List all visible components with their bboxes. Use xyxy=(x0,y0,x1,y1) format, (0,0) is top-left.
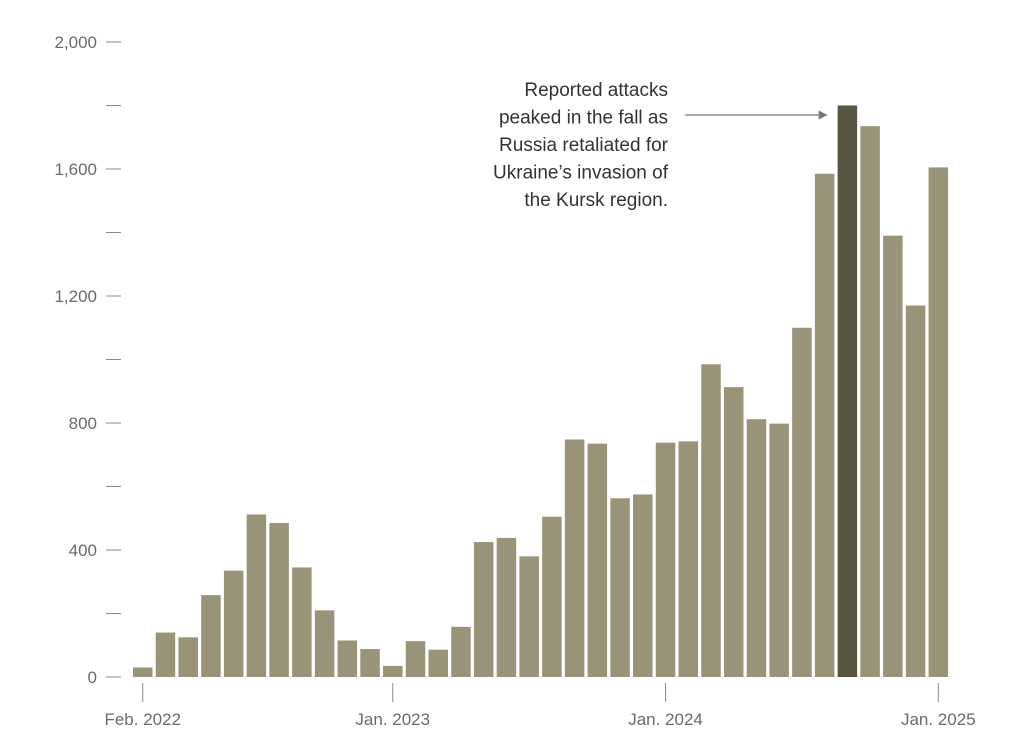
bar xyxy=(337,640,358,677)
bar xyxy=(542,516,562,677)
y-tick-label: 800 xyxy=(69,414,97,433)
bar xyxy=(883,235,903,677)
bar xyxy=(133,667,153,677)
annotation-line: Reported attacks xyxy=(524,80,668,101)
annotation-line: peaked in the fall as xyxy=(499,108,668,129)
bar xyxy=(655,442,676,677)
peak-annotation: Reported attacks peaked in the fall as Rus… xyxy=(493,80,828,211)
bar xyxy=(564,439,585,677)
bar xyxy=(701,364,721,677)
bar xyxy=(633,494,653,677)
bar xyxy=(610,498,630,677)
bar xyxy=(792,327,812,677)
x-axis: Feb. 2022 Jan. 2023 Jan. 2024 Jan. 2025 xyxy=(104,683,976,729)
annotation-line: Ukraine’s invasion of xyxy=(493,163,669,184)
bar xyxy=(519,556,539,677)
y-tick-label: 400 xyxy=(69,541,97,560)
bar xyxy=(314,610,335,677)
bar xyxy=(292,567,312,677)
bar xyxy=(360,649,380,677)
bar xyxy=(269,523,289,677)
bar xyxy=(905,305,926,677)
bar xyxy=(405,641,426,677)
bar xyxy=(928,167,949,677)
bar xyxy=(473,542,494,677)
bar xyxy=(587,443,608,677)
y-tick-label: 2,000 xyxy=(54,33,97,52)
x-tick-label: Jan. 2023 xyxy=(355,710,430,729)
bar xyxy=(223,570,244,677)
bar-highlight xyxy=(837,105,858,677)
bar xyxy=(201,595,221,677)
bar xyxy=(678,441,699,677)
annotation-line: the Kursk region. xyxy=(524,190,668,211)
bars-group xyxy=(133,105,949,677)
bar xyxy=(178,637,198,677)
x-tick-label: Jan. 2024 xyxy=(628,710,703,729)
y-tick-label: 1,200 xyxy=(54,287,97,306)
bar xyxy=(383,665,403,677)
bar xyxy=(814,173,835,677)
bar xyxy=(246,514,267,677)
bar xyxy=(746,419,767,677)
bar xyxy=(451,626,471,677)
annotation-line: Russia retaliated for xyxy=(499,135,669,156)
annotation-text: Reported attacks peaked in the fall as Rus… xyxy=(493,80,669,211)
bar xyxy=(860,126,880,677)
y-axis: 0 400 800 1,200 1,600 2,000 xyxy=(54,33,121,687)
bar xyxy=(723,387,744,677)
x-tick-label: Feb. 2022 xyxy=(104,710,181,729)
bar xyxy=(769,423,789,677)
bar xyxy=(496,537,517,677)
bar xyxy=(428,649,448,677)
annotation-arrowhead-icon xyxy=(818,110,828,120)
y-tick-label: 0 xyxy=(88,668,97,687)
bar xyxy=(155,632,176,677)
y-tick-label: 1,600 xyxy=(54,160,97,179)
x-tick-label: Jan. 2025 xyxy=(901,710,976,729)
